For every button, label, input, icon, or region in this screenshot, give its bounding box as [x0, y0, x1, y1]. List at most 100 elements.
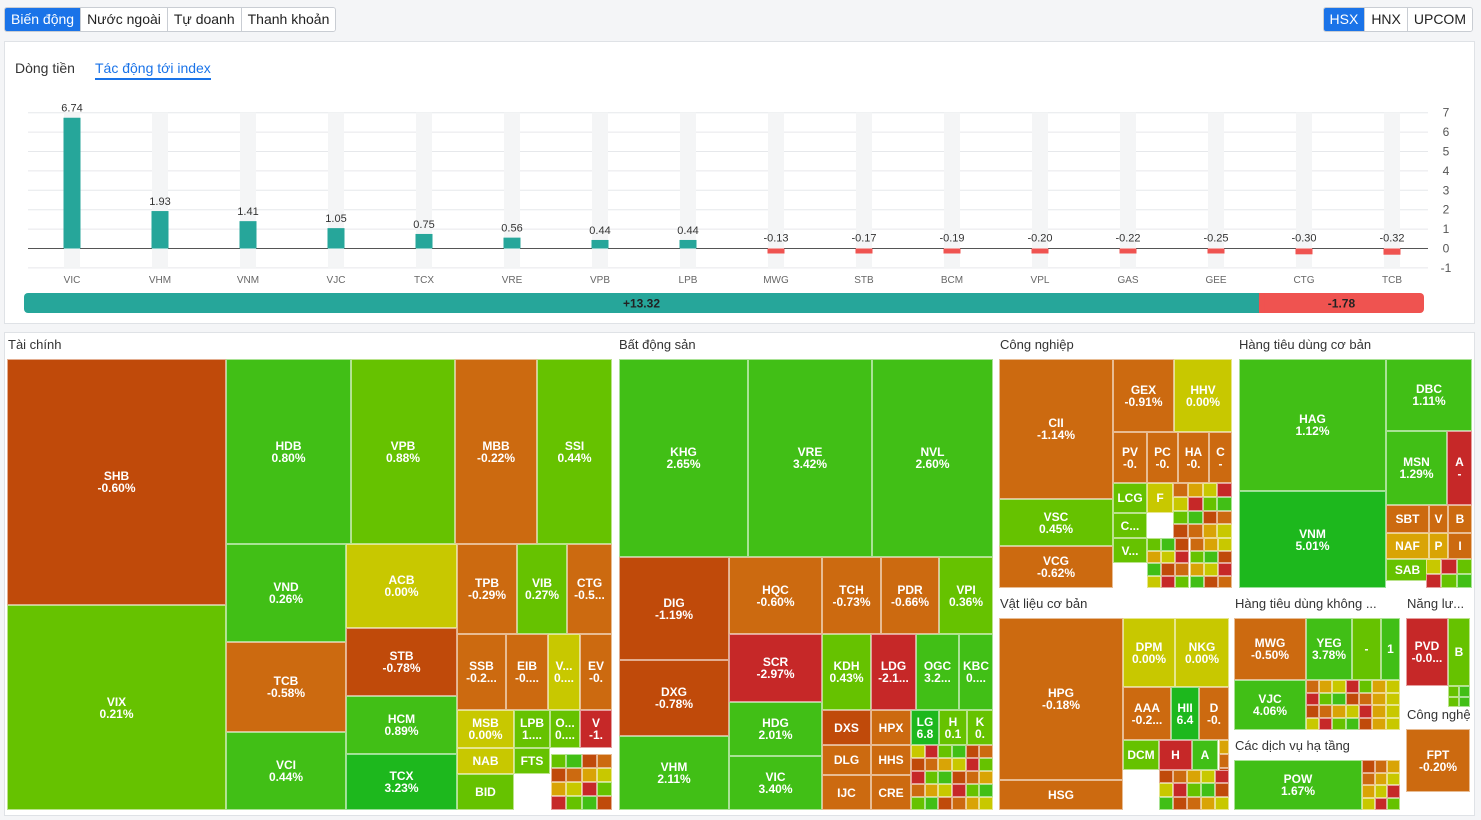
stock-tile[interactable]: KHG 2.65%: [619, 359, 748, 557]
small-stock-tile[interactable]: [1187, 483, 1203, 497]
small-stock-tile[interactable]: [1386, 717, 1400, 730]
small-stock-tile[interactable]: [1306, 692, 1320, 705]
stock-tile[interactable]: LPB 1....: [514, 710, 550, 748]
small-stock-tile[interactable]: [1332, 680, 1346, 693]
small-stock-tile[interactable]: [1386, 692, 1400, 705]
stock-tile[interactable]: NAF: [1386, 533, 1429, 559]
small-stock-tile[interactable]: [1345, 692, 1359, 705]
stock-tile[interactable]: FTS: [514, 748, 550, 774]
stock-tile[interactable]: TCX 3.23%: [346, 754, 457, 810]
small-stock-tile[interactable]: [551, 796, 567, 810]
small-stock-tile[interactable]: [1306, 680, 1320, 693]
small-stock-tile[interactable]: [938, 784, 952, 797]
small-stock-tile[interactable]: [1448, 686, 1459, 697]
stock-tile[interactable]: H: [1159, 740, 1192, 770]
small-stock-tile[interactable]: [1387, 772, 1400, 785]
stock-tile[interactable]: MBB -0.22%: [455, 359, 537, 544]
stock-tile[interactable]: HA -0.: [1178, 432, 1209, 483]
stock-tile[interactable]: V: [1429, 505, 1448, 533]
small-stock-tile[interactable]: [566, 754, 582, 768]
small-stock-tile[interactable]: [551, 782, 567, 796]
stock-tile[interactable]: I: [1448, 533, 1472, 559]
small-stock-tile[interactable]: [581, 782, 597, 796]
small-stock-tile[interactable]: [1456, 559, 1472, 574]
small-stock-tile[interactable]: [1332, 692, 1346, 705]
small-stock-tile[interactable]: [1173, 783, 1187, 797]
small-stock-tile[interactable]: [1173, 510, 1188, 525]
small-stock-tile[interactable]: [1189, 563, 1204, 576]
stock-tile[interactable]: F: [1147, 483, 1173, 513]
stock-tile[interactable]: YEG 3.78%: [1306, 618, 1352, 680]
small-stock-tile[interactable]: [1374, 772, 1388, 785]
small-stock-tile[interactable]: [566, 782, 582, 796]
stock-tile[interactable]: CRE: [871, 775, 911, 810]
small-stock-tile[interactable]: [1173, 483, 1188, 497]
stock-tile[interactable]: VCG -0.62%: [999, 546, 1113, 588]
small-stock-tile[interactable]: [1175, 538, 1190, 551]
stock-tile[interactable]: SCR -2.97%: [729, 634, 822, 702]
stock-tile[interactable]: O... 0....: [550, 710, 580, 748]
small-stock-tile[interactable]: [1161, 575, 1176, 588]
stock-tile[interactable]: DPM 0.00%: [1123, 618, 1175, 687]
small-stock-tile[interactable]: [1187, 510, 1203, 525]
small-stock-tile[interactable]: [924, 758, 939, 771]
stock-tile[interactable]: D -0.: [1199, 687, 1229, 740]
stock-tile[interactable]: LG 6.8: [911, 710, 939, 745]
stock-tile[interactable]: VNM 5.01%: [1239, 491, 1386, 588]
small-stock-tile[interactable]: [1173, 796, 1187, 810]
stock-tile[interactable]: OGC 3.2...: [916, 634, 959, 710]
stock-tile[interactable]: VCI 0.44%: [226, 732, 346, 810]
small-stock-tile[interactable]: [952, 745, 966, 758]
small-stock-tile[interactable]: [1217, 563, 1232, 576]
small-stock-tile[interactable]: [1372, 692, 1386, 705]
stock-tile[interactable]: VHM 2.11%: [619, 736, 729, 810]
stock-tile[interactable]: VIX 0.21%: [7, 605, 226, 810]
stock-tile[interactable]: FPT -0.20%: [1406, 729, 1470, 792]
stock-tile[interactable]: CII -1.14%: [999, 359, 1113, 499]
stock-tile[interactable]: C...: [1113, 513, 1147, 538]
stock-tile[interactable]: TPB -0.29%: [457, 544, 517, 634]
small-stock-tile[interactable]: [1372, 680, 1386, 693]
small-stock-tile[interactable]: [1362, 785, 1375, 798]
stock-tile[interactable]: A: [1192, 740, 1218, 770]
small-stock-tile[interactable]: [1319, 692, 1333, 705]
small-stock-tile[interactable]: [596, 782, 612, 796]
stock-tile[interactable]: HAG 1.12%: [1239, 359, 1386, 491]
small-stock-tile[interactable]: [1201, 796, 1215, 810]
stock-tile[interactable]: MWG -0.50%: [1234, 618, 1306, 680]
stock-tile[interactable]: DXG -0.78%: [619, 660, 729, 736]
stock-tile[interactable]: PVD -0.0...: [1406, 618, 1448, 686]
stock-tile[interactable]: SSI 0.44%: [537, 359, 612, 544]
small-stock-tile[interactable]: [1306, 717, 1320, 730]
small-stock-tile[interactable]: [952, 797, 966, 810]
small-stock-tile[interactable]: [1173, 770, 1187, 784]
small-stock-tile[interactable]: [1215, 796, 1229, 810]
stock-tile[interactable]: PDR -0.66%: [881, 557, 939, 634]
small-stock-tile[interactable]: [1215, 770, 1229, 784]
stock-tile[interactable]: HDB 0.80%: [226, 359, 351, 544]
stock-tile[interactable]: HPX: [871, 710, 911, 745]
stock-tile[interactable]: 1: [1381, 618, 1400, 680]
stock-tile[interactable]: IJC: [822, 775, 871, 810]
small-stock-tile[interactable]: [1202, 510, 1218, 525]
stock-tile[interactable]: HCM 0.89%: [346, 696, 457, 754]
stock-tile[interactable]: VND 0.26%: [226, 544, 346, 642]
stock-tile[interactable]: P: [1429, 533, 1448, 559]
small-stock-tile[interactable]: [1358, 680, 1372, 693]
small-stock-tile[interactable]: [965, 797, 980, 810]
stock-tile[interactable]: LCG: [1113, 483, 1147, 513]
small-stock-tile[interactable]: [1187, 796, 1201, 810]
small-stock-tile[interactable]: [965, 784, 980, 797]
small-stock-tile[interactable]: [938, 771, 952, 784]
small-stock-tile[interactable]: [1459, 696, 1470, 707]
stock-tile[interactable]: SHB -0.60%: [7, 359, 226, 605]
stock-tile[interactable]: DXS: [822, 710, 871, 745]
small-stock-tile[interactable]: [952, 771, 966, 784]
small-stock-tile[interactable]: [1215, 783, 1229, 797]
stock-tile[interactable]: TCB -0.58%: [226, 642, 346, 732]
small-stock-tile[interactable]: [1387, 797, 1400, 810]
small-stock-tile[interactable]: [911, 758, 925, 771]
small-stock-tile[interactable]: [924, 797, 939, 810]
stock-tile[interactable]: STB -0.78%: [346, 628, 457, 696]
small-stock-tile[interactable]: [1217, 538, 1232, 551]
